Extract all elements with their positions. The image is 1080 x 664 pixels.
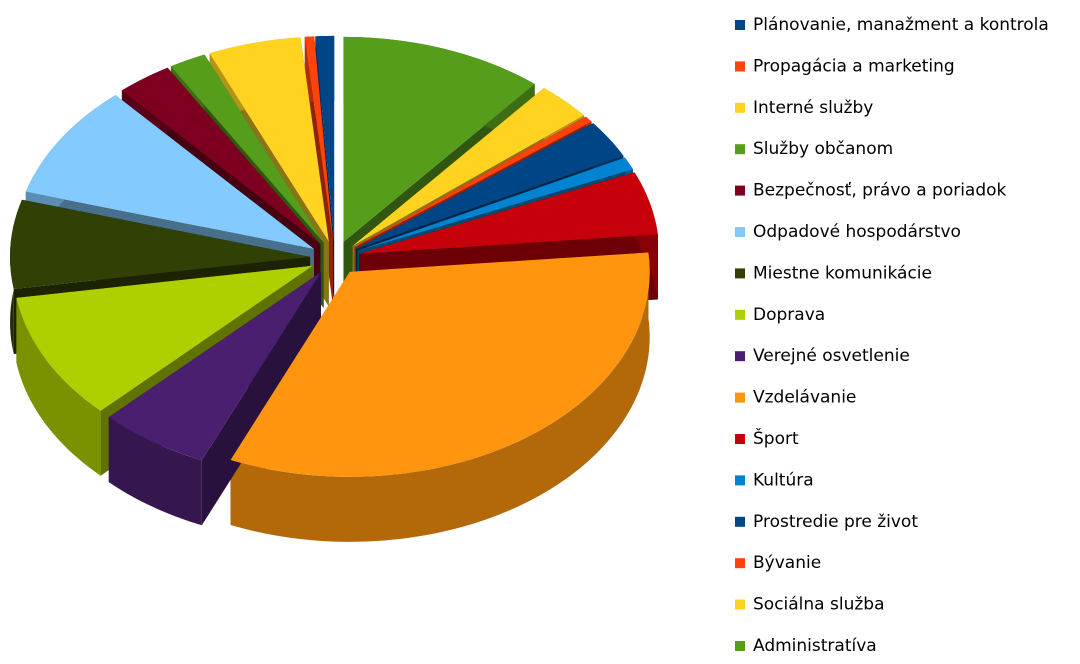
legend-label: Miestne komunikácie [753,263,932,283]
slice [10,199,311,289]
legend-swatch [735,434,745,444]
legend-swatch [735,599,745,610]
slice [209,37,329,242]
legend-swatch [735,144,745,155]
slice [25,95,314,249]
slice [304,36,334,241]
legend-swatch [735,351,745,362]
slice [357,157,633,251]
legend-label: Prostredie pre život [753,512,918,532]
slice [16,265,313,411]
legend-label: Bezpečnosť, právo a poriadok [753,181,1007,201]
legend-label: Sociálna služba [753,595,884,615]
legend-label: Verejné osvetlenie [753,346,910,366]
slice [170,54,324,243]
legend-swatch [735,20,745,30]
legend-label: Interné služby [753,98,873,118]
legend-label: Vzdelávanie [753,388,856,408]
legend-label: Bývanie [753,553,821,573]
legend-label: Plánovanie, manažment a kontrola [753,15,1049,35]
legend-swatch [735,392,745,403]
legend-label: Administratíva [753,636,877,656]
slice [352,87,584,246]
legend-swatch [735,61,745,72]
slice [315,35,335,241]
slice [354,116,592,248]
slice [343,36,535,242]
slice-side [230,252,650,542]
legend-label: Doprava [753,305,825,325]
legend-swatch [735,309,745,320]
slice [356,123,624,249]
legend-swatch [735,475,745,486]
legend-swatch [735,102,745,113]
legend-label: Služby občanom [753,139,893,159]
slice-side [108,417,202,526]
legend-swatch [735,185,745,196]
legend-swatch [735,516,745,527]
legend-label: Kultúra [753,470,814,490]
legend-label: Propagácia a marketing [753,56,955,76]
legend-swatch [735,641,745,651]
legend-swatch [735,268,745,279]
legend-label: Šport [753,427,799,449]
slice [359,172,658,254]
slice-side [16,297,101,476]
legend-swatch [735,558,745,569]
slice [121,67,321,245]
legend-label: Odpadové hospodárstvo [753,222,961,242]
slice [230,252,650,477]
slice [108,272,321,461]
legend-swatch [735,227,745,237]
